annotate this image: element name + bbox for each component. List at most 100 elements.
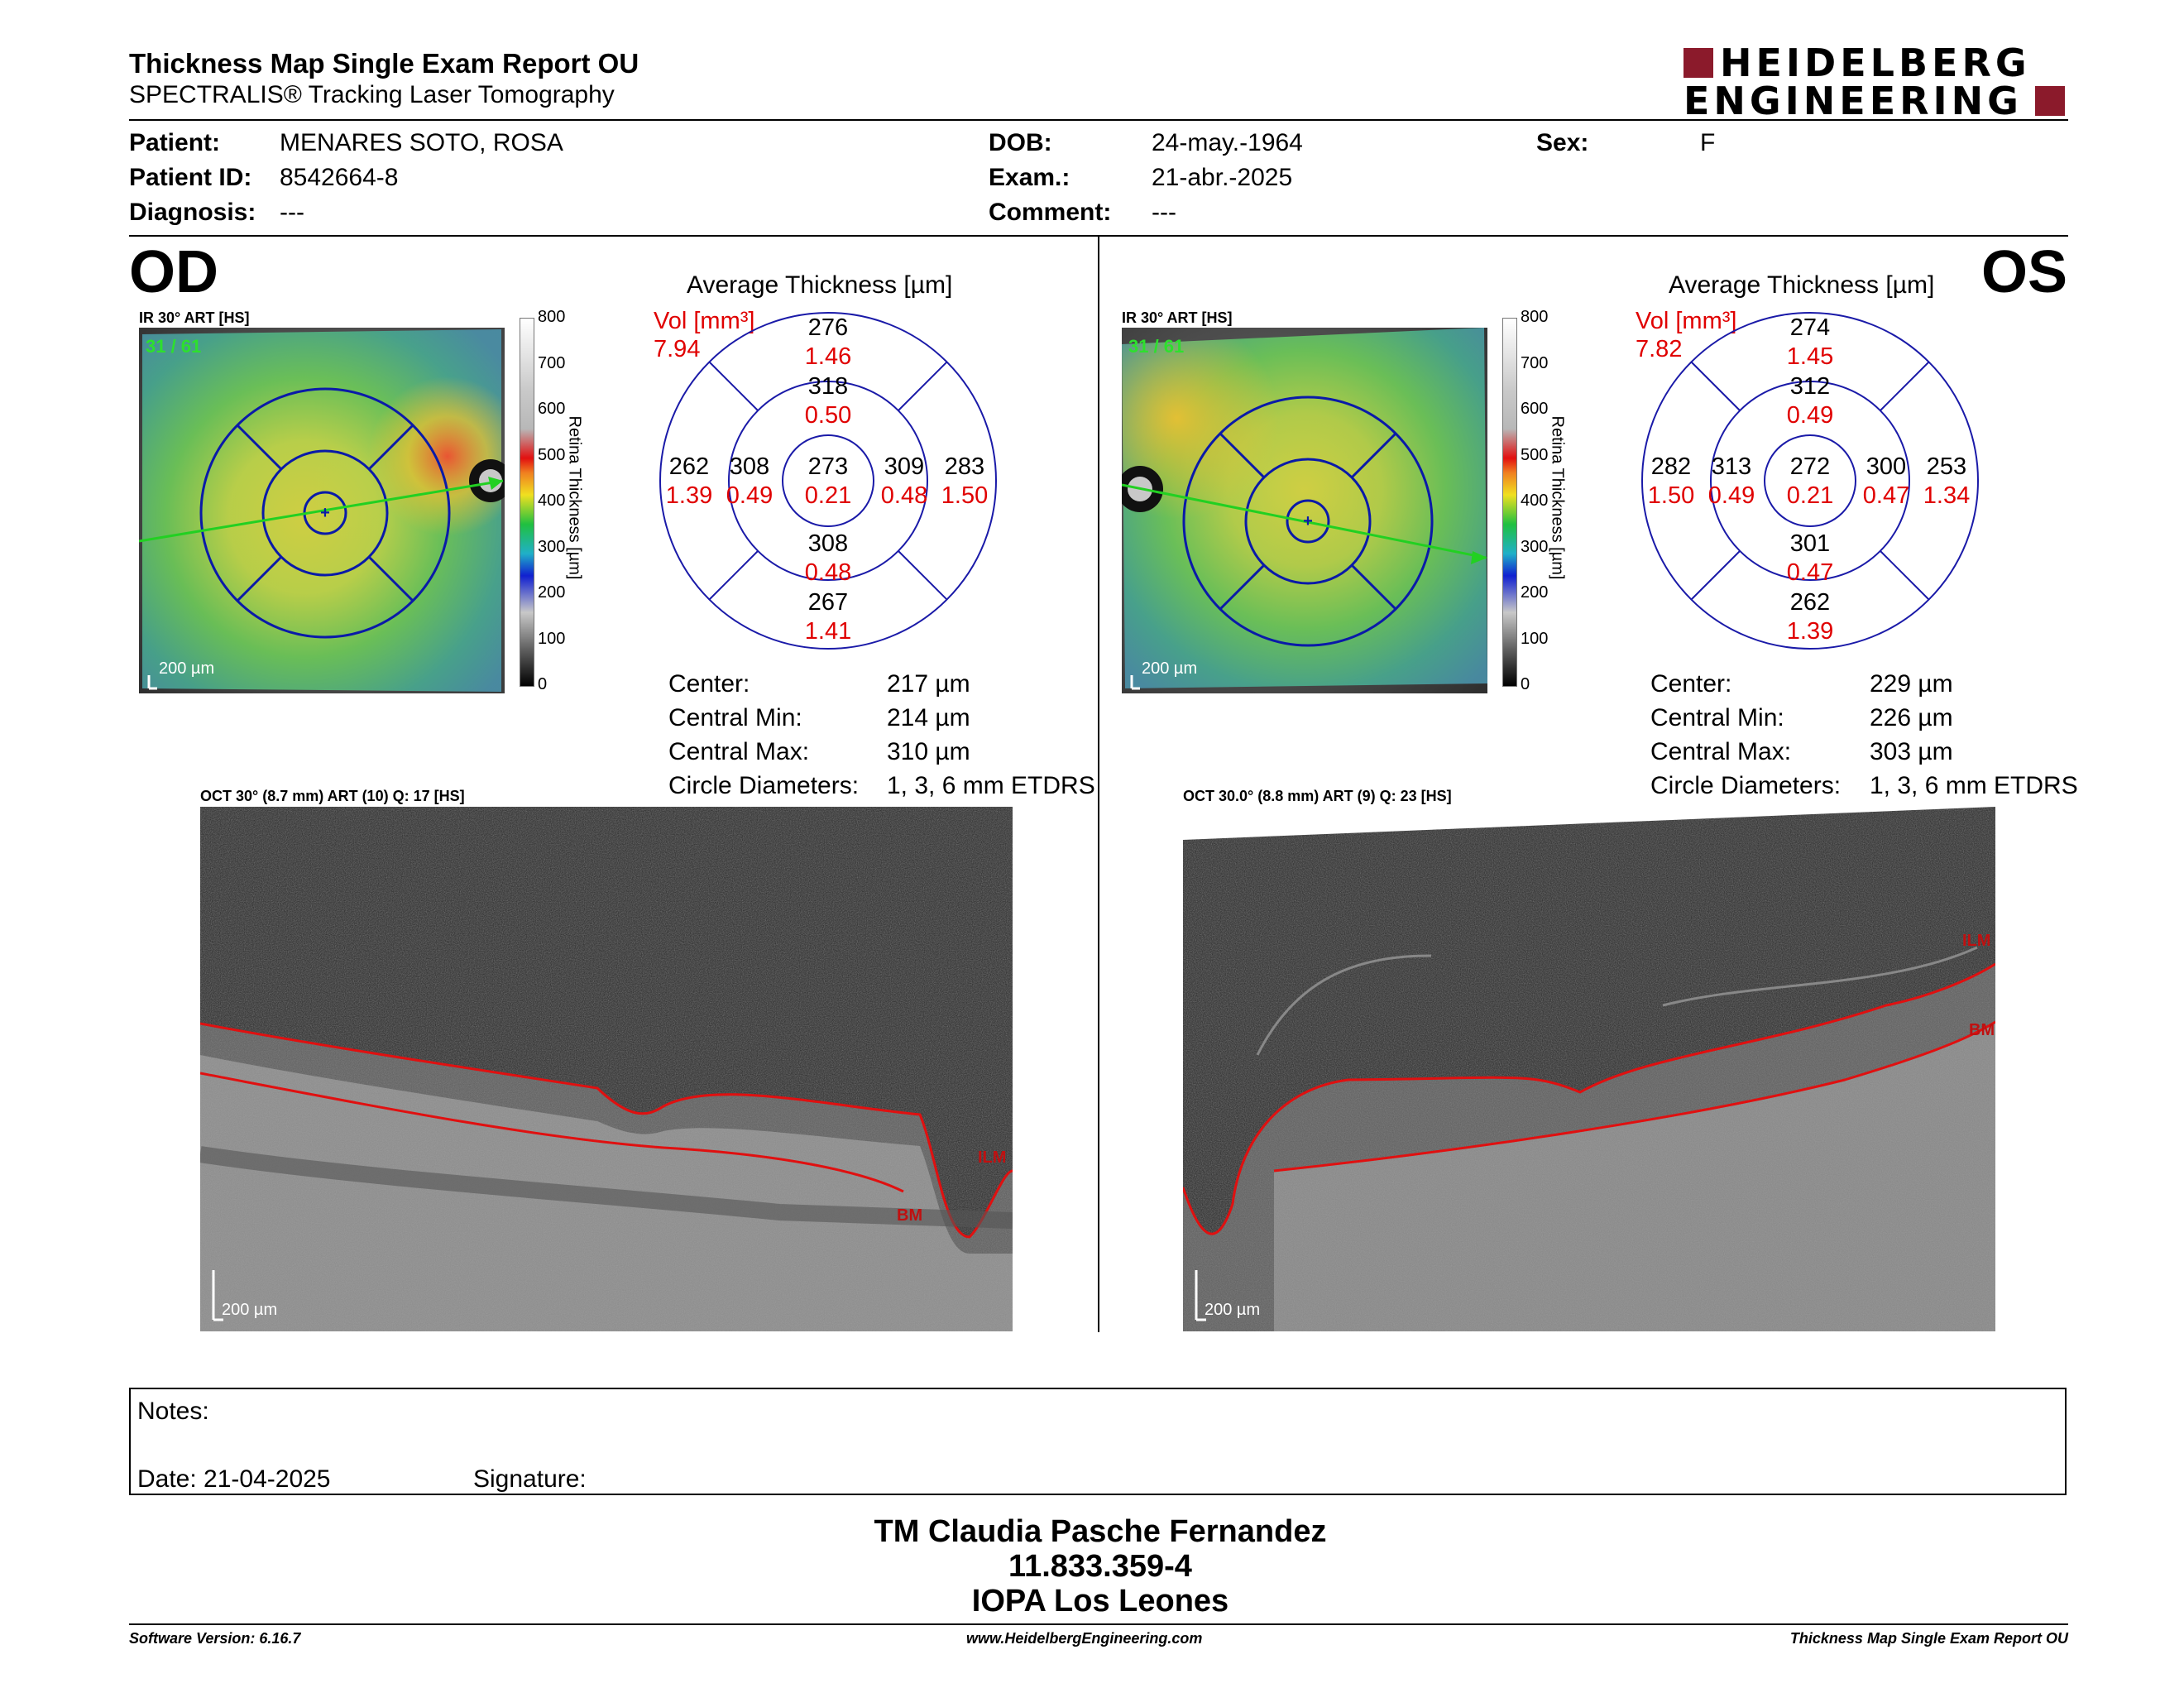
od-inner-bottom-volume: 0.48 bbox=[805, 559, 851, 586]
svg-text:+: + bbox=[320, 504, 330, 522]
od-bm-label: BM bbox=[897, 1206, 922, 1225]
technician-rut: 11.833.359-4 bbox=[1008, 1549, 1192, 1584]
os-center-thickness: 272 bbox=[1790, 453, 1830, 480]
colorbar-tick-label: 600 bbox=[1521, 400, 1549, 418]
os-oct-scale: 200 µm bbox=[1205, 1301, 1260, 1319]
os-bm-label: BM bbox=[1969, 1021, 1995, 1039]
colorbar-tick-label: 700 bbox=[1521, 353, 1549, 372]
os-inner-left-volume: 0.49 bbox=[1708, 482, 1755, 509]
notes-box[interactable]: Notes: Date: 21-04-2025 Signature: bbox=[129, 1388, 2067, 1495]
od-eye-label: OD bbox=[129, 239, 218, 305]
notes-label: Notes: bbox=[137, 1398, 209, 1425]
colorbar-tick-label: 300 bbox=[538, 537, 566, 556]
os-ilm-label: ILM bbox=[1962, 932, 1990, 950]
colorbar-tick-label: 400 bbox=[1521, 492, 1549, 510]
sex-label: Sex: bbox=[1536, 129, 1589, 156]
os-fundus-scale: 200 µm bbox=[1142, 659, 1197, 678]
od-inner-right-volume: 0.48 bbox=[881, 482, 927, 509]
os-inner-bottom-thickness: 301 bbox=[1790, 530, 1830, 557]
dob-label: DOB: bbox=[989, 129, 1052, 156]
od-outer-left-thickness: 262 bbox=[669, 453, 709, 480]
exam-label: Exam.: bbox=[989, 164, 1070, 191]
os-inner-top-volume: 0.49 bbox=[1787, 402, 1833, 429]
colorbar-tick-label: 200 bbox=[1521, 583, 1549, 602]
od-fundus-scale: 200 µm bbox=[159, 659, 214, 678]
colorbar-tick-label: 200 bbox=[538, 583, 566, 602]
comment-label: Comment: bbox=[989, 199, 1112, 226]
svg-text:+: + bbox=[1303, 512, 1313, 530]
od-colorbar-gradient bbox=[520, 318, 534, 687]
os-min-label: Central Min: bbox=[1650, 704, 1784, 731]
os-fundus-image: + 31 / 61 200 µm bbox=[1122, 328, 1487, 693]
colorbar-tick-label: 300 bbox=[1521, 537, 1549, 556]
os-oct-bscan: ILM BM 200 µm bbox=[1183, 807, 1995, 1331]
os-vol-label: Vol [mm³] bbox=[1636, 308, 1737, 334]
date-label: Date: 21-04-2025 bbox=[137, 1465, 331, 1493]
signature-label: Signature: bbox=[473, 1465, 587, 1493]
os-center-volume: 0.21 bbox=[1787, 482, 1833, 509]
od-vol-label: Vol [mm³] bbox=[654, 308, 755, 334]
os-ir-label: IR 30° ART [HS] bbox=[1122, 309, 1233, 326]
patient-label: Patient: bbox=[129, 129, 221, 156]
os-colorbar-gradient bbox=[1502, 318, 1517, 687]
diagnosis-label: Diagnosis: bbox=[129, 199, 256, 226]
od-os-divider bbox=[1098, 237, 1099, 1332]
patient-id-value: 8542664-8 bbox=[280, 164, 399, 191]
od-center-thickness: 273 bbox=[808, 453, 848, 480]
os-center-label: Center: bbox=[1650, 670, 1732, 698]
os-inner-bottom-volume: 0.47 bbox=[1787, 559, 1833, 586]
od-circle-label: Circle Diameters: bbox=[668, 772, 860, 799]
colorbar-tick-label: 400 bbox=[538, 492, 566, 510]
os-outer-bottom-thickness: 262 bbox=[1790, 589, 1830, 616]
os-inner-top-thickness: 312 bbox=[1790, 373, 1830, 400]
website-link[interactable]: www.HeidelbergEngineering.com bbox=[966, 1630, 1203, 1647]
os-colorbar: 800 700 600 500 400 300 200 100 0 bbox=[1497, 308, 1560, 693]
os-max-value: 303 µm bbox=[1870, 738, 1953, 765]
od-center-volume: 0.21 bbox=[805, 482, 851, 509]
colorbar-tick-label: 800 bbox=[1521, 308, 1549, 326]
od-avg-title: Average Thickness [µm] bbox=[687, 271, 953, 299]
colorbar-tick-label: 600 bbox=[538, 400, 566, 418]
os-inner-left-thickness: 313 bbox=[1712, 453, 1751, 480]
comment-value: --- bbox=[1152, 199, 1176, 226]
os-inner-right-thickness: 300 bbox=[1866, 453, 1906, 480]
colorbar-tick-label: 500 bbox=[1521, 445, 1549, 464]
heidelberg-logo: HEIDELBERG ENGINEERING bbox=[1684, 43, 2068, 123]
os-circle-value: 1, 3, 6 mm ETDRS bbox=[1870, 772, 2078, 799]
colorbar-tick-label: 800 bbox=[538, 308, 566, 326]
od-center-value: 217 µm bbox=[887, 670, 970, 698]
od-oct-scale: 200 µm bbox=[222, 1301, 277, 1319]
od-colorbar: 800 700 600 500 400 300 200 100 0 bbox=[515, 308, 577, 693]
sex-value: F bbox=[1700, 129, 1716, 156]
os-outer-left-volume: 1.50 bbox=[1648, 482, 1694, 509]
os-etdrs-grid: 274 1.45 312 0.49 272 0.21 313 0.49 300 … bbox=[1641, 312, 1979, 650]
od-ir-counter: 31 / 61 bbox=[146, 336, 201, 357]
footer-rule bbox=[129, 1623, 2068, 1625]
od-outer-right-thickness: 283 bbox=[945, 453, 984, 480]
od-inner-left-volume: 0.49 bbox=[726, 482, 773, 509]
patient-id-label: Patient ID: bbox=[129, 164, 252, 191]
os-outer-right-thickness: 253 bbox=[1927, 453, 1966, 480]
os-eye-label: OS bbox=[1981, 239, 2068, 305]
os-colorbar-title: Retina Thickness [µm] bbox=[1548, 415, 1567, 580]
od-outer-right-volume: 1.50 bbox=[941, 482, 988, 509]
colorbar-tick-label: 100 bbox=[1521, 629, 1549, 648]
os-avg-title: Average Thickness [µm] bbox=[1669, 271, 1935, 299]
os-inner-right-volume: 0.47 bbox=[1863, 482, 1909, 509]
footer-report-name: Thickness Map Single Exam Report OU bbox=[1789, 1630, 2068, 1647]
os-vol-value: 7.82 bbox=[1636, 336, 1683, 362]
logo-text-bottom: ENGINEERING bbox=[1684, 79, 2023, 123]
os-outer-top-thickness: 274 bbox=[1790, 314, 1830, 341]
od-ir-label: IR 30° ART [HS] bbox=[139, 309, 250, 326]
od-outer-bottom-volume: 1.41 bbox=[805, 618, 851, 645]
od-outer-top-thickness: 276 bbox=[808, 314, 848, 341]
os-center-value: 229 µm bbox=[1870, 670, 1953, 698]
logo-square-top bbox=[1684, 48, 1713, 78]
od-inner-bottom-thickness: 308 bbox=[808, 530, 848, 557]
od-max-value: 310 µm bbox=[887, 738, 970, 765]
colorbar-tick-label: 0 bbox=[1521, 675, 1530, 693]
logo-square-bottom bbox=[2035, 86, 2065, 116]
colorbar-tick-label: 700 bbox=[538, 353, 566, 372]
od-colorbar-title: Retina Thickness [µm] bbox=[565, 415, 584, 580]
od-outer-left-volume: 1.39 bbox=[666, 482, 712, 509]
